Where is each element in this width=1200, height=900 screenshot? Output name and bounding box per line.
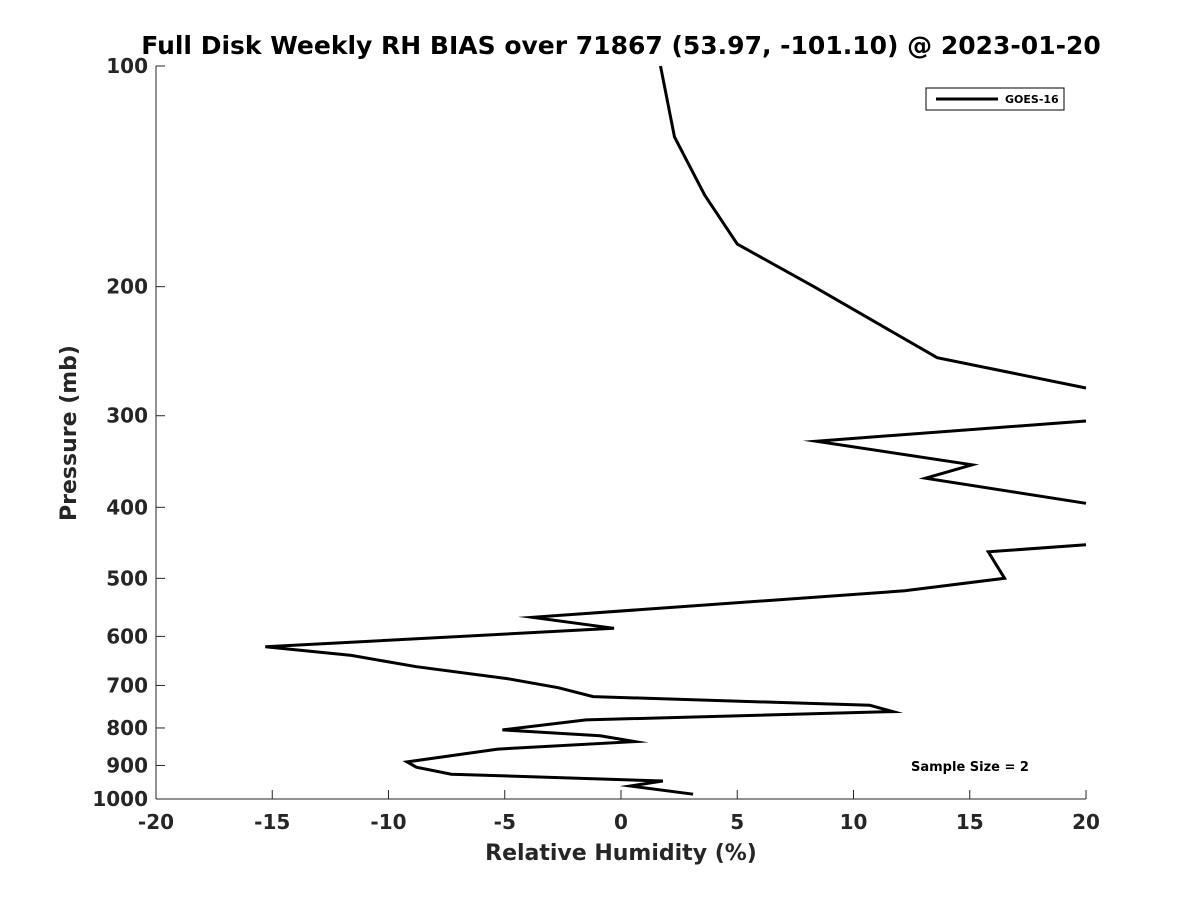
y-tick-label: 500: [106, 566, 148, 590]
x-tick-label: -10: [370, 810, 406, 834]
y-tick-label: 200: [106, 275, 148, 299]
x-tick-label: 5: [730, 810, 744, 834]
sample-size-annotation: Sample Size = 2: [911, 760, 1029, 775]
y-tick-label: 600: [106, 624, 148, 648]
x-axis-label: Relative Humidity (%): [485, 841, 757, 866]
y-axis: 100 200 300 400 500 600 700 800 900 1000: [92, 54, 165, 811]
x-tick-label: -5: [494, 810, 516, 834]
x-tick-label: 20: [1072, 810, 1100, 834]
series-line-goes-16-segment-1: [659, 65, 1087, 390]
series-line-goes-16-segment-3: [265, 543, 1087, 796]
x-tick-label: 0: [614, 810, 628, 834]
series-line-goes-16-segment-2: [802, 419, 1087, 505]
y-tick-label: 900: [106, 753, 148, 777]
x-tick-label: 10: [840, 810, 868, 834]
legend: GOES-16: [925, 87, 1065, 111]
y-tick-label: 300: [106, 404, 148, 428]
y-axis-label: Pressure (mb): [57, 345, 82, 521]
y-tick-label: 400: [106, 495, 148, 519]
x-tick-label: -15: [254, 810, 290, 834]
y-tick-label: 800: [106, 716, 148, 740]
y-tick-label: 100: [106, 54, 148, 78]
legend-label-goes-16: GOES-16: [1005, 93, 1059, 106]
x-tick-label: 15: [956, 810, 984, 834]
series-layer: [265, 65, 1087, 796]
y-tick-label: 700: [106, 673, 148, 697]
x-axis: -20 -15 -10 -5 0 5 10 15 20: [138, 790, 1100, 834]
chart-title: Full Disk Weekly RH BIAS over 71867 (53.…: [141, 31, 1101, 60]
x-tick-label: -20: [138, 810, 174, 834]
y-tick-label: 1000: [92, 787, 148, 811]
